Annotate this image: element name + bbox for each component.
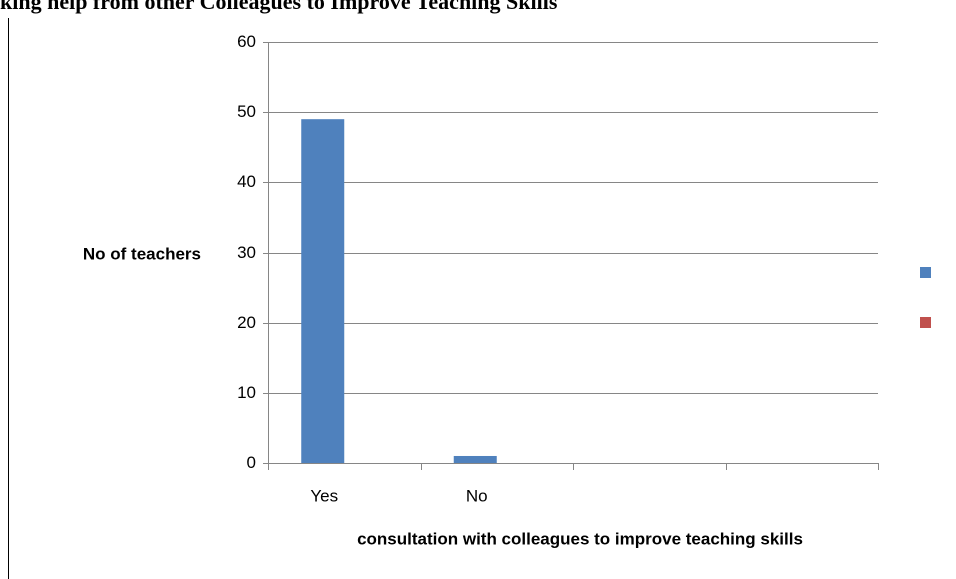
- y-tick-label: 50: [237, 102, 256, 121]
- y-tick-label: 20: [237, 313, 256, 332]
- y-tick-label: 40: [237, 172, 256, 191]
- legend-swatch: [920, 267, 931, 278]
- y-axis-label: No of teachers: [83, 244, 201, 263]
- x-tick-label: Yes: [310, 486, 338, 505]
- bar: [453, 455, 497, 463]
- bar: [301, 119, 345, 463]
- chart-title: king help from other Colleagues to Impro…: [0, 0, 558, 14]
- legend-swatch: [920, 317, 931, 328]
- x-tick-label: No: [466, 486, 488, 505]
- y-tick-label: 0: [247, 453, 256, 472]
- y-tick-label: 60: [237, 32, 256, 51]
- y-tick-label: 30: [237, 243, 256, 262]
- y-tick-label: 10: [237, 383, 256, 402]
- x-axis-label: consultation with colleagues to improve …: [357, 529, 803, 548]
